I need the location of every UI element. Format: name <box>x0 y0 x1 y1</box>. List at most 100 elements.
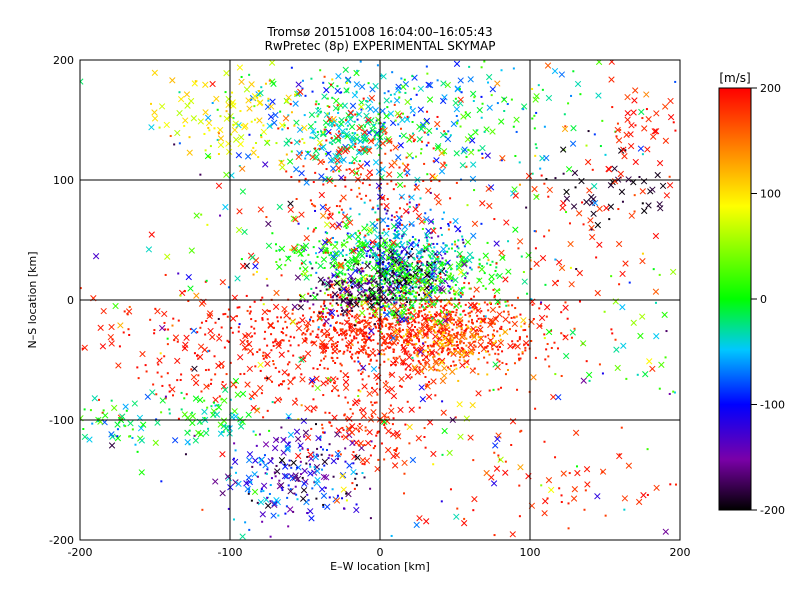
data-point-dot <box>427 318 430 321</box>
data-point-dot <box>230 326 233 329</box>
data-point-dot <box>409 318 412 321</box>
data-point-dot <box>335 162 338 165</box>
data-point-dot <box>436 255 439 258</box>
data-point-dot <box>314 103 317 106</box>
data-point-dot <box>368 254 371 257</box>
data-point-dot <box>116 435 119 438</box>
data-point-dot <box>398 297 401 300</box>
data-point-dot <box>286 363 289 366</box>
data-point-cross <box>307 451 314 458</box>
data-point-dot <box>128 333 131 336</box>
data-point-dot <box>399 312 402 315</box>
data-point-dot <box>470 310 473 313</box>
data-point-dot <box>315 286 318 289</box>
data-point-dot <box>326 112 329 115</box>
data-point-cross <box>563 195 571 202</box>
data-point-cross <box>438 149 445 157</box>
data-point-dot <box>453 240 456 243</box>
data-point-dot <box>480 310 483 313</box>
data-point-dot <box>421 370 424 373</box>
data-point-dot <box>273 340 276 343</box>
data-point-dot <box>371 256 374 259</box>
data-point-dot <box>359 409 362 412</box>
data-point-dot <box>457 379 460 382</box>
data-point-dot <box>320 110 323 113</box>
data-point-dot <box>362 334 365 337</box>
data-point-dot <box>615 135 618 138</box>
data-point-dot <box>401 276 404 279</box>
data-point-cross <box>409 107 416 114</box>
data-point-cross <box>621 495 629 502</box>
data-point-cross <box>607 203 615 210</box>
data-point-dot <box>433 355 436 358</box>
data-point-dot <box>397 310 400 313</box>
data-point-dot <box>416 355 419 358</box>
data-point-cross <box>467 434 474 441</box>
data-point-dot <box>369 328 372 331</box>
data-point-dot <box>400 335 403 338</box>
data-point-dot <box>370 440 373 443</box>
data-point-dot <box>310 341 313 344</box>
data-point-dot <box>322 394 325 397</box>
data-point-dot <box>275 260 278 263</box>
data-point-dot <box>464 354 467 357</box>
data-point-dot <box>386 257 389 260</box>
data-point-cross <box>370 409 377 416</box>
data-point-dot <box>259 463 262 466</box>
data-point-cross <box>283 473 290 480</box>
data-point-cross <box>242 122 249 129</box>
data-point-cross <box>434 120 441 128</box>
data-point-dot <box>408 289 411 292</box>
data-point-dot <box>223 346 226 349</box>
data-point-dot <box>351 132 354 135</box>
data-point-dot <box>384 152 387 155</box>
data-point-dot <box>358 298 361 301</box>
data-point-dot <box>393 103 396 106</box>
data-point-dot <box>531 117 534 120</box>
data-point-cross <box>439 377 447 385</box>
data-point-cross <box>339 472 346 480</box>
data-point-cross <box>441 94 448 101</box>
data-point-dot <box>375 260 378 263</box>
data-point-dot <box>255 444 258 447</box>
data-point-dot <box>338 334 341 337</box>
data-point-dot <box>301 333 304 336</box>
data-point-cross <box>437 267 444 274</box>
data-point-dot <box>83 408 86 411</box>
data-point-dot <box>437 252 440 255</box>
data-point-dot <box>398 135 401 138</box>
data-point-dot <box>674 129 677 132</box>
data-point-dot <box>319 438 322 441</box>
data-point-dot <box>414 183 417 186</box>
data-point-dot <box>383 336 386 339</box>
data-point-dot <box>287 350 290 353</box>
data-point-dot <box>404 339 407 342</box>
data-point-dot <box>426 350 429 353</box>
data-point-dot <box>328 112 331 115</box>
data-point-dot <box>404 91 407 94</box>
data-point-dot <box>342 352 345 355</box>
data-point-dot <box>326 333 329 336</box>
data-point-cross <box>594 493 601 500</box>
data-point-dot <box>530 298 533 301</box>
data-point-dot <box>340 279 343 282</box>
data-point-cross <box>401 223 409 230</box>
data-point-dot <box>194 80 197 83</box>
data-point-dot <box>405 156 408 159</box>
data-point-dot <box>236 306 239 309</box>
data-point-dot <box>280 398 283 401</box>
data-point-dot <box>131 428 134 431</box>
data-point-dot <box>646 493 649 496</box>
data-point-cross <box>346 415 353 422</box>
data-point-dot <box>375 262 378 265</box>
data-point-dot <box>423 308 426 311</box>
data-point-dot <box>345 227 348 230</box>
data-point-dot <box>426 305 429 308</box>
data-point-dot <box>250 325 253 328</box>
data-point-dot <box>426 333 429 336</box>
data-point-dot <box>144 364 147 367</box>
data-point-dot <box>436 277 439 280</box>
data-point-dot <box>445 164 448 167</box>
data-point-dot <box>368 148 371 151</box>
data-point-dot <box>499 338 502 341</box>
